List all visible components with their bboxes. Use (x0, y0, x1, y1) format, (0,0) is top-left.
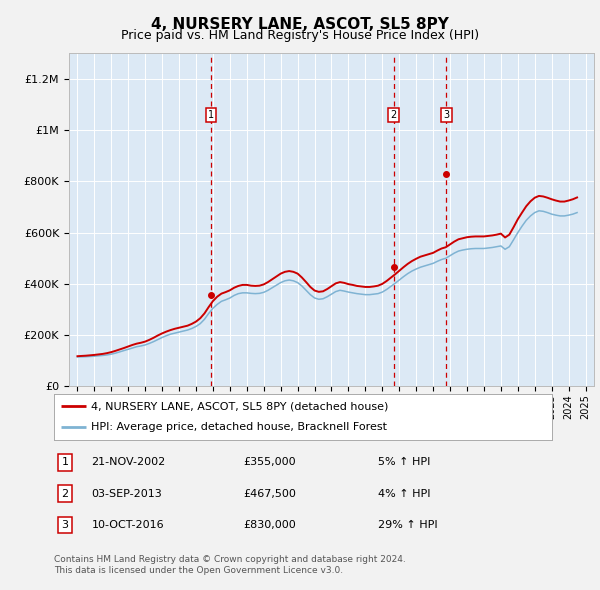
Text: 03-SEP-2013: 03-SEP-2013 (91, 489, 162, 499)
Text: 3: 3 (443, 110, 449, 120)
Text: 29% ↑ HPI: 29% ↑ HPI (378, 520, 437, 530)
Text: 4% ↑ HPI: 4% ↑ HPI (378, 489, 430, 499)
Text: HPI: Average price, detached house, Bracknell Forest: HPI: Average price, detached house, Brac… (91, 422, 388, 432)
Text: 4, NURSERY LANE, ASCOT, SL5 8PY: 4, NURSERY LANE, ASCOT, SL5 8PY (151, 17, 449, 31)
Text: 2: 2 (61, 489, 68, 499)
Text: £355,000: £355,000 (243, 457, 296, 467)
Text: 4, NURSERY LANE, ASCOT, SL5 8PY (detached house): 4, NURSERY LANE, ASCOT, SL5 8PY (detache… (91, 401, 389, 411)
Text: 1: 1 (61, 457, 68, 467)
Text: 10-OCT-2016: 10-OCT-2016 (91, 520, 164, 530)
Text: Price paid vs. HM Land Registry's House Price Index (HPI): Price paid vs. HM Land Registry's House … (121, 30, 479, 42)
Text: 5% ↑ HPI: 5% ↑ HPI (378, 457, 430, 467)
Text: 1: 1 (208, 110, 214, 120)
Text: 2: 2 (391, 110, 397, 120)
Text: Contains HM Land Registry data © Crown copyright and database right 2024.: Contains HM Land Registry data © Crown c… (54, 555, 406, 563)
Text: 21-NOV-2002: 21-NOV-2002 (91, 457, 166, 467)
Text: £467,500: £467,500 (243, 489, 296, 499)
Text: This data is licensed under the Open Government Licence v3.0.: This data is licensed under the Open Gov… (54, 566, 343, 575)
Text: £830,000: £830,000 (243, 520, 296, 530)
Text: 3: 3 (61, 520, 68, 530)
